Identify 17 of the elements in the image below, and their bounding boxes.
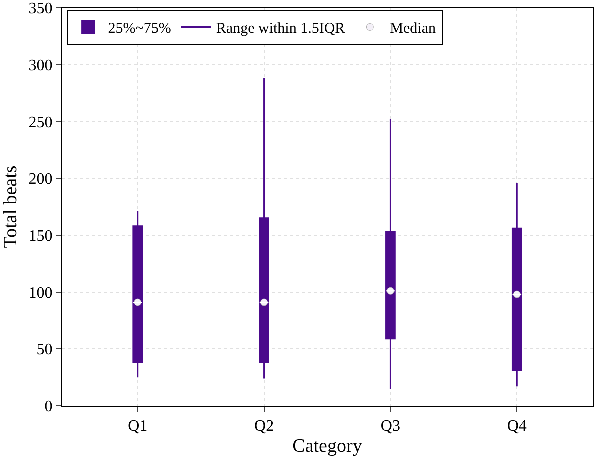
- y-tick-label: 50: [36, 342, 53, 359]
- y-tick-label: 200: [28, 171, 53, 188]
- y-tick-label: 0: [44, 398, 53, 416]
- legend-label: Median: [390, 21, 436, 38]
- x-tick-label: Q2: [254, 418, 274, 436]
- legend-label: 25%~75%: [108, 21, 172, 38]
- x-tick-label: Q4: [507, 418, 527, 436]
- x-tick-label: Q1: [128, 418, 148, 436]
- y-tick-label: 150: [28, 228, 53, 246]
- x-tick-label: Q3: [380, 418, 400, 436]
- legend-label: Range within 1.5IQR: [216, 21, 346, 38]
- y-tick-label: 300: [28, 57, 53, 74]
- y-axis-title: Total beats: [0, 166, 22, 248]
- y-tick-label: 250: [28, 114, 53, 132]
- y-tick-label: 100: [28, 284, 53, 302]
- y-tick-label: 350: [28, 0, 53, 18]
- x-axis-title: Category: [292, 436, 363, 457]
